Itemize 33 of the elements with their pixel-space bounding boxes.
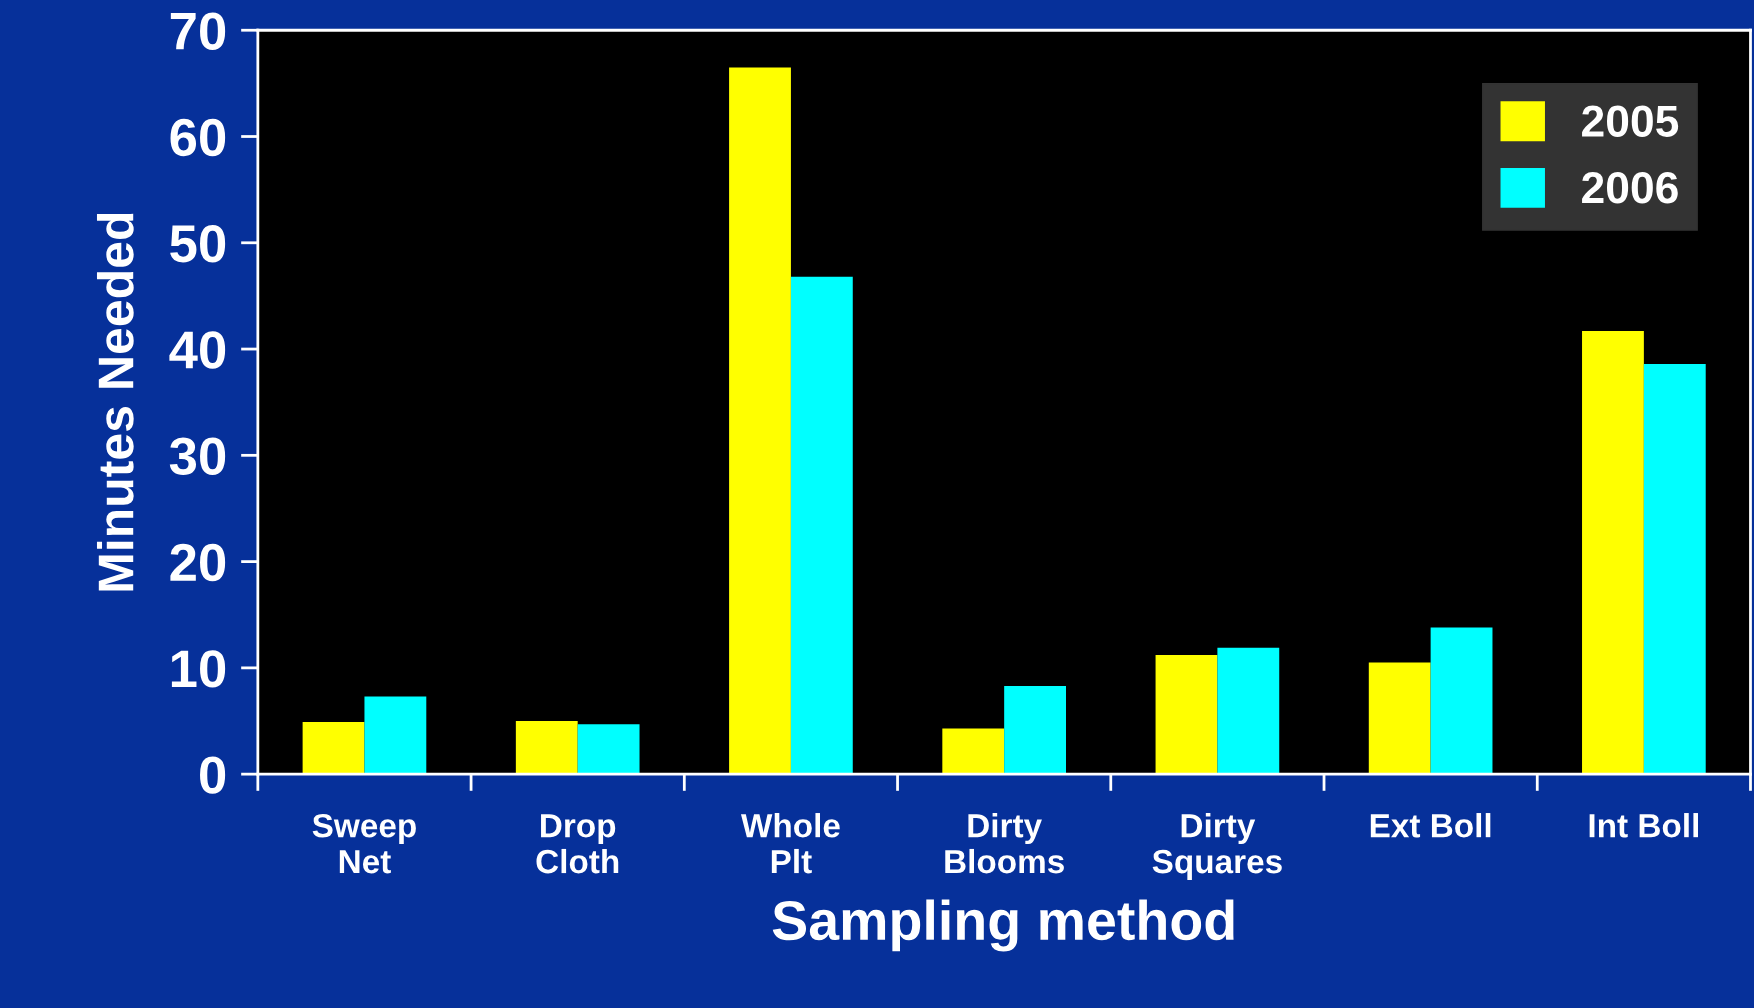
legend-label: 2005 bbox=[1582, 105, 1679, 137]
legend-label: 2006 bbox=[1582, 171, 1678, 204]
bar bbox=[1217, 647, 1280, 775]
x-tick-label: Int Boll bbox=[1589, 813, 1698, 838]
bar bbox=[1582, 330, 1644, 775]
y-tick-label: 20 bbox=[170, 543, 226, 582]
x-tick-label: Dirty Blooms bbox=[945, 813, 1064, 874]
y-axis-title: Minutes Needed bbox=[96, 213, 134, 591]
x-tick-label: Dirty Squares bbox=[1152, 813, 1282, 881]
bar bbox=[942, 728, 1005, 775]
bar bbox=[364, 696, 427, 775]
bar bbox=[1643, 363, 1706, 775]
x-tick-label: Whole Plt bbox=[740, 813, 840, 874]
y-tick-label: 10 bbox=[171, 650, 226, 688]
x-axis-title: Sampling method bbox=[772, 899, 1234, 952]
bar bbox=[1004, 685, 1066, 775]
x-tick-label: Sweep Net bbox=[312, 813, 416, 874]
bar bbox=[302, 722, 365, 775]
y-tick-label: 30 bbox=[169, 437, 226, 476]
x-tick-label: Drop Cloth bbox=[536, 814, 619, 874]
bar bbox=[1155, 655, 1218, 775]
y-tick-label: 60 bbox=[170, 118, 226, 157]
x-tick-label: Ext Boll bbox=[1370, 813, 1491, 838]
y-tick-label: 50 bbox=[170, 225, 226, 263]
bar bbox=[1368, 662, 1431, 775]
y-tick-label: 0 bbox=[200, 756, 226, 794]
y-tick-label: 70 bbox=[170, 12, 226, 50]
bar bbox=[790, 276, 853, 775]
bar bbox=[1430, 627, 1493, 775]
bar bbox=[577, 724, 640, 775]
y-tick-label: 40 bbox=[169, 331, 226, 369]
bar bbox=[515, 721, 578, 775]
bar bbox=[729, 67, 791, 775]
